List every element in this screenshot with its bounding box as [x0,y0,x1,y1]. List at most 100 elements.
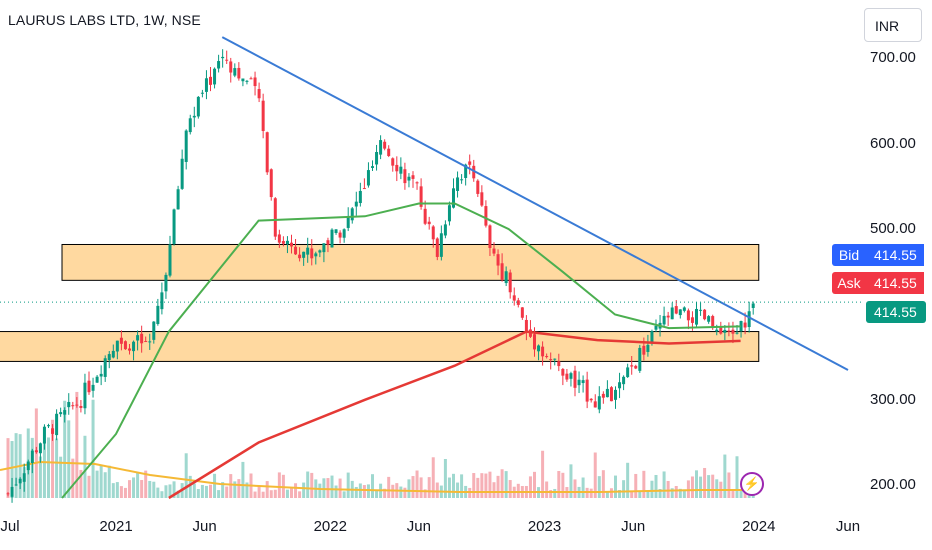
volume-bar [42,441,46,498]
volume-bars [6,391,755,498]
volume-bar [63,400,67,498]
candle-body [403,169,407,184]
volume-bar [492,482,496,498]
volume-bar [204,485,208,498]
volume-bar [55,438,59,498]
volume-bar [504,471,508,498]
candle-body [585,379,589,402]
candle-body [95,376,99,383]
candle-body [261,100,265,132]
candle-body [67,401,71,408]
candle-body [427,221,431,225]
candle-body [682,307,686,311]
candle-body [715,329,719,332]
candle-body [484,206,488,226]
last-price-badge: 414.55 [866,301,926,323]
volume-bar [257,485,261,498]
volume-bar [662,471,666,498]
candle-body [184,130,188,162]
volume-bar [59,456,63,498]
x-tick-label: Jun [835,518,861,535]
volume-bar [51,419,55,498]
volume-bar [306,471,310,498]
candle-body [609,387,613,402]
candle-body [419,186,423,207]
candle-body [375,151,379,165]
volume-bar [160,491,164,498]
candle-body [711,316,715,329]
moving-averages [61,202,741,500]
volume-bar [703,467,707,498]
ask-price: 414.55 [866,272,924,294]
volume-bar [695,470,698,498]
volume-bar [605,491,609,498]
x-tick-label: Jun [192,518,217,535]
volume-bar [233,481,237,498]
volume-bar [650,480,654,498]
candlesticks [6,49,755,503]
candle-body [739,321,743,332]
candle-body [14,484,18,486]
volume-bar [176,490,180,498]
candle-body [213,68,217,85]
candle-body [221,56,225,59]
candle-body [314,253,318,257]
volume-bar [654,474,658,498]
volume-bar [658,489,662,498]
volume-bar [99,464,103,498]
volume-bar [411,476,415,498]
volume-bar [634,473,638,498]
candle-body [593,401,597,408]
volume-bar [47,437,50,498]
volume-bar [403,487,407,498]
candle-body [743,322,747,328]
volume-bar [375,491,379,498]
y-tick-label: 600.00 [870,134,916,152]
candle-body [156,305,160,324]
candle-body [148,341,152,343]
candle-body [642,345,646,355]
candle-body [257,89,261,99]
candle-body [269,169,273,198]
candle-body [59,412,63,415]
candle-body [452,188,455,208]
volume-bar [111,483,115,498]
candle-body [399,166,403,174]
candle-body [164,274,168,292]
volume-bar [136,472,140,498]
volume-bar [387,476,391,498]
candle-body [569,373,573,379]
volume-bar [83,435,87,498]
candle-body [456,177,460,191]
volume-bar [678,488,682,498]
volume-bar [686,480,690,498]
volume-bar [273,489,277,498]
volume-bar [188,475,192,498]
currency-selector[interactable]: INR [864,8,922,42]
candle-body [411,175,415,179]
candle-body [549,359,553,361]
candle-body [723,329,727,333]
candle-body [115,340,119,352]
volume-bar [148,480,152,498]
volume-bar [723,454,727,498]
lightning-icon[interactable]: ⚡ [740,472,764,496]
candle-body [6,493,10,495]
candle-body [480,192,484,206]
volume-bar [123,487,127,498]
candle-body [87,380,91,393]
y-tick-label: 300.00 [870,390,916,408]
candle-body [334,229,338,233]
candle-body [75,404,79,406]
volume-bar [731,490,735,498]
volume-bar [362,485,366,498]
candle-body [654,325,658,330]
volume-bar [739,489,743,498]
volume-bar [727,472,731,498]
volume-bar [152,481,156,498]
candle-body [200,92,204,94]
candle-body [674,306,678,314]
candle-body [273,198,277,237]
volume-bar [338,478,342,498]
